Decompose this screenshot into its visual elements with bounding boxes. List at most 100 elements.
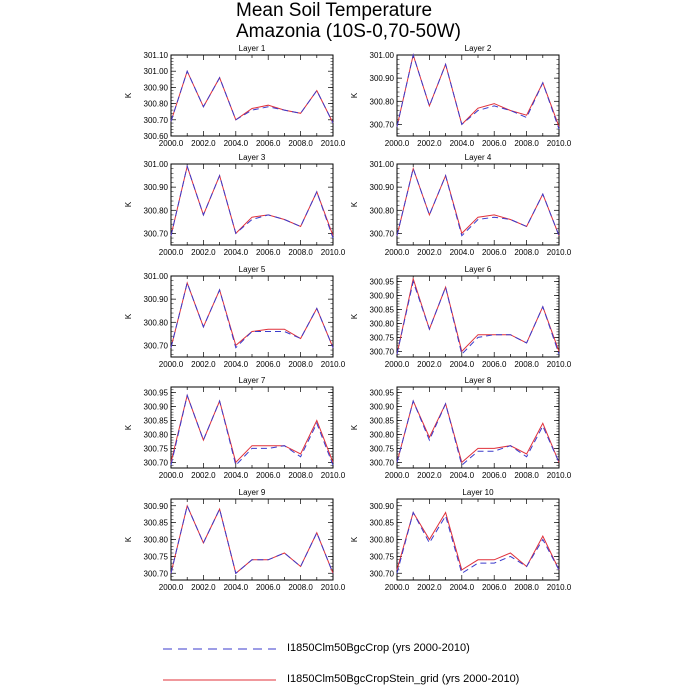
x-tick-label: 2010.0 [547, 248, 572, 257]
y-tick-label: 300.95 [370, 278, 395, 287]
y-axis-label: K [350, 92, 359, 98]
plot-frame [396, 386, 560, 469]
series-line-2 [170, 281, 334, 348]
x-tick-label: 2008.0 [288, 471, 313, 480]
y-tick-label: 301.00 [144, 272, 169, 281]
y-tick-label: 300.80 [144, 318, 169, 327]
y-tick-label: 301.00 [144, 67, 169, 76]
x-tick-label: 2000.0 [159, 583, 184, 592]
y-axis-label: K [124, 424, 133, 430]
x-tick-label: 2002.0 [191, 360, 216, 369]
x-tick-label: 2006.0 [482, 248, 507, 257]
series-line-1 [170, 69, 334, 124]
figure-title: Mean Soil Temperature Amazonia (10S-0,70… [236, 0, 461, 42]
x-tick-label: 2002.0 [191, 471, 216, 480]
x-tick-label: 2004.0 [224, 139, 249, 148]
panel-title: Layer 10 [462, 488, 494, 497]
y-tick-label: 300.80 [370, 206, 395, 215]
x-tick-label: 2002.0 [417, 471, 442, 480]
y-tick-label: 300.70 [370, 120, 395, 129]
y-tick-label: 300.90 [370, 74, 395, 83]
x-tick-label: 2002.0 [191, 583, 216, 592]
y-tick-label: 300.90 [144, 83, 169, 92]
panel-title: Layer 3 [239, 153, 266, 162]
series-line-2 [170, 69, 334, 124]
panel-title: Layer 6 [465, 265, 492, 274]
x-tick-label: 2000.0 [159, 360, 184, 369]
x-tick-label: 2006.0 [256, 471, 281, 480]
y-axis-label: K [124, 201, 133, 207]
series-line-1 [396, 399, 560, 467]
x-tick-label: 2010.0 [321, 139, 346, 148]
x-tick-label: 2008.0 [288, 248, 313, 257]
x-tick-label: 2004.0 [450, 471, 475, 480]
y-tick-label: 300.85 [144, 417, 169, 426]
plot-frame [396, 54, 560, 137]
y-tick-label: 300.90 [370, 292, 395, 301]
x-tick-label: 2006.0 [482, 583, 507, 592]
y-tick-label: 301.00 [370, 51, 395, 60]
y-tick-label: 300.70 [370, 347, 395, 356]
series-line-2 [396, 276, 560, 355]
y-tick-label: 300.85 [370, 417, 395, 426]
y-tick-label: 300.75 [144, 552, 169, 561]
x-tick-label: 2006.0 [256, 583, 281, 592]
panel-title: Layer 5 [239, 265, 266, 274]
y-tick-label: 300.80 [144, 430, 169, 439]
y-tick-label: 301.00 [144, 160, 169, 169]
y-tick-label: 300.90 [370, 183, 395, 192]
series-line-2 [170, 504, 334, 575]
y-tick-label: 300.70 [370, 569, 395, 578]
y-axis-label: K [350, 201, 359, 207]
panel-layer-10: Layer 10 K 2000.0 2002.0 2004.0 2006.0 2008.0 2… [350, 488, 572, 592]
title-line-1: Mean Soil Temperature [236, 0, 433, 21]
x-tick-label: 2010.0 [547, 471, 572, 480]
title-line-2: Amazonia (10S-0,70-50W) [236, 21, 461, 42]
plot-frame [396, 163, 560, 246]
y-tick-label: 300.70 [144, 341, 169, 350]
series-line-1 [396, 166, 560, 237]
panel-layer-1: Layer 1 K 2000.0 2002.0 2004.0 2006.0 2008.0 20… [124, 44, 346, 148]
y-axis-label: K [124, 536, 133, 542]
x-tick-label: 2010.0 [321, 360, 346, 369]
plot-frame [396, 275, 560, 358]
y-tick-label: 300.80 [144, 536, 169, 545]
x-tick-label: 2000.0 [385, 471, 410, 480]
panel-title: Layer 9 [239, 488, 266, 497]
x-tick-label: 2000.0 [385, 139, 410, 148]
y-tick-label: 300.75 [370, 333, 395, 342]
plot-frame [170, 275, 334, 358]
y-tick-label: 300.95 [370, 389, 395, 398]
panel-title: Layer 1 [239, 44, 266, 53]
y-tick-label: 300.75 [370, 444, 395, 453]
y-tick-label: 300.70 [370, 229, 395, 238]
x-tick-label: 2000.0 [385, 583, 410, 592]
x-tick-label: 2006.0 [256, 248, 281, 257]
y-tick-label: 300.85 [370, 306, 395, 315]
x-tick-label: 2000.0 [385, 360, 410, 369]
panel-layer-2: Layer 2 K 2000.0 2002.0 2004.0 2006.0 2008.0 20… [350, 44, 572, 148]
x-tick-label: 2010.0 [547, 583, 572, 592]
series-line-2 [396, 166, 560, 236]
x-tick-label: 2000.0 [385, 248, 410, 257]
plot-frame [170, 386, 334, 469]
x-tick-label: 2000.0 [159, 471, 184, 480]
x-tick-label: 2008.0 [288, 360, 313, 369]
plot-frame [170, 498, 334, 581]
y-tick-label: 300.90 [144, 403, 169, 412]
y-tick-label: 300.80 [370, 536, 395, 545]
x-tick-label: 2004.0 [224, 471, 249, 480]
plot-frame [396, 498, 560, 581]
y-axis-label: K [124, 313, 133, 319]
series-line-1 [170, 504, 334, 575]
x-tick-label: 2004.0 [450, 139, 475, 148]
y-tick-label: 300.80 [370, 319, 395, 328]
y-tick-label: 300.80 [144, 206, 169, 215]
panel-layer-4: Layer 4 K 2000.0 2002.0 2004.0 2006.0 2008.0 20… [350, 153, 572, 257]
series-line-1 [170, 393, 334, 467]
plot-frame [170, 163, 334, 246]
x-tick-label: 2008.0 [514, 360, 539, 369]
x-tick-label: 2000.0 [159, 248, 184, 257]
y-tick-label: 300.95 [144, 389, 169, 398]
